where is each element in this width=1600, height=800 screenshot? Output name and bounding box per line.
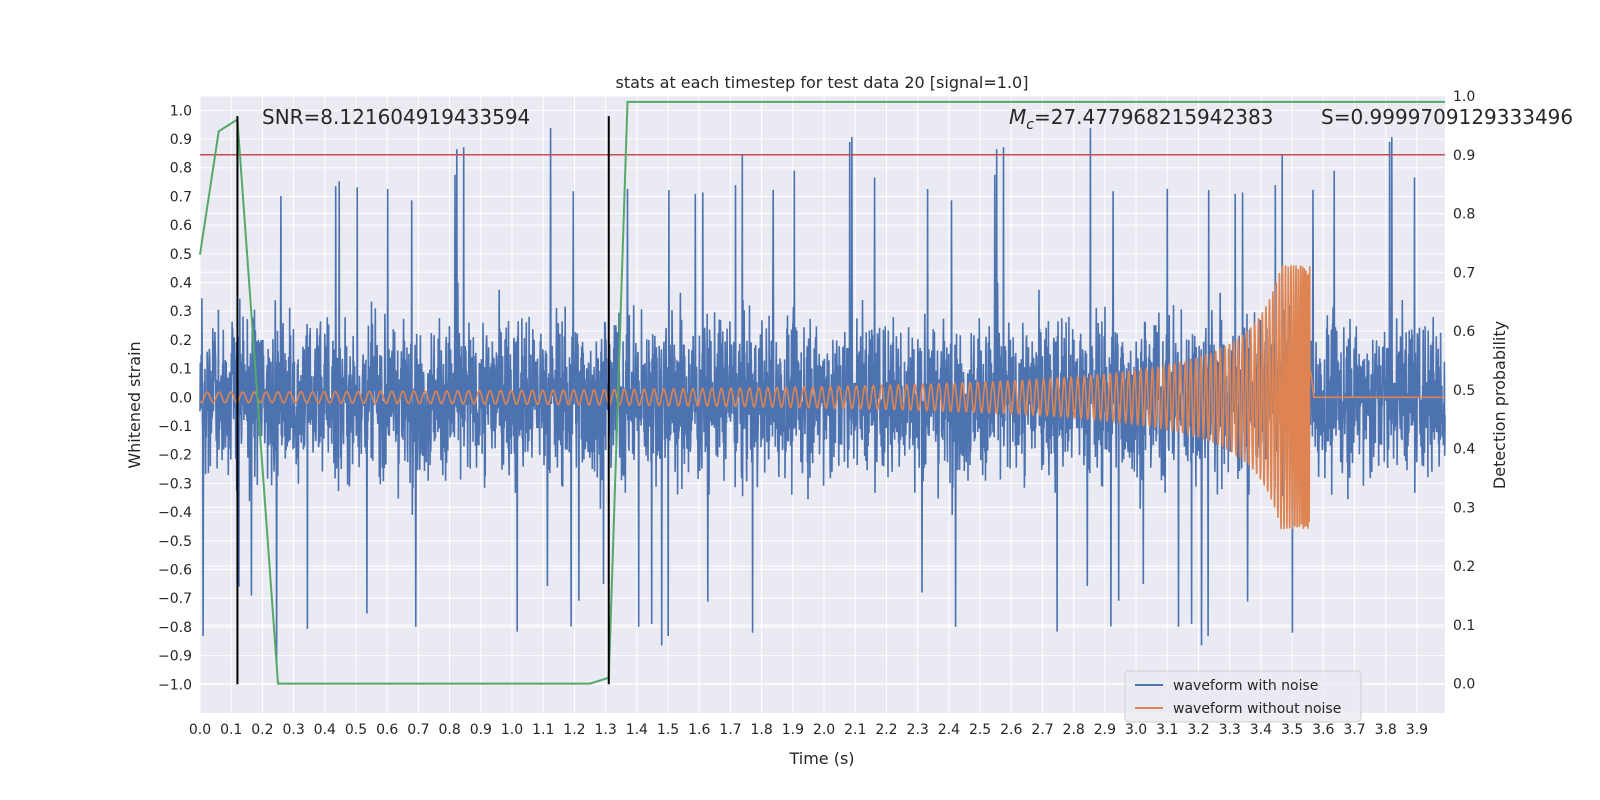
- y-axis-label: Whitened strain: [125, 341, 144, 468]
- legend-label-noise: waveform with noise: [1173, 678, 1318, 694]
- chirp-mass-annotation: Mc=27.477968215942383: [1009, 105, 1273, 133]
- x-tick-label: 2.9: [1094, 722, 1116, 738]
- y2-tick-label: 0.7: [1453, 265, 1475, 281]
- chirp-mass-symbol: M: [1009, 105, 1026, 129]
- legend-box: [1124, 670, 1362, 723]
- x-tick-label: 1.6: [688, 722, 710, 738]
- x-tick-label: 2.1: [844, 722, 866, 738]
- y-tick-label: −0.5: [158, 534, 192, 550]
- s-annotation: S=0.9999709129333496: [1321, 105, 1573, 129]
- x-tick-labels: 0.0 0.1 0.2 0.3 0.4 0.5 0.6 0.7 0.8 0.9 1.0 1.1 1.2 1…: [189, 722, 1428, 738]
- chirp-mass-value: =27.477968215942383: [1034, 105, 1273, 129]
- x-tick-label: 2.0: [813, 722, 835, 738]
- y2-tick-label: 0.3: [1453, 500, 1475, 516]
- y2-tick-label: 0.2: [1453, 559, 1475, 575]
- legend: waveform with noise waveform without noi…: [1124, 670, 1362, 723]
- x-tick-label: 0.6: [376, 722, 398, 738]
- x-tick-label: 1.9: [782, 722, 804, 738]
- x-tick-label: 0.7: [407, 722, 429, 738]
- x-tick-label: 2.3: [907, 722, 929, 738]
- y-tick-label: −0.7: [158, 591, 192, 607]
- y-tick-label: 0.4: [170, 276, 192, 292]
- snr-annotation: SNR=8.121604919433594: [262, 105, 530, 129]
- x-tick-label: 3.2: [1187, 722, 1209, 738]
- y-tick-label: 0.7: [170, 189, 192, 205]
- x-tick-label: 1.1: [532, 722, 554, 738]
- x-tick-label: 0.8: [438, 722, 460, 738]
- y2-tick-label: 0.6: [1453, 324, 1475, 340]
- x-tick-label: 3.3: [1219, 722, 1241, 738]
- x-tick-label: 1.3: [595, 722, 617, 738]
- y2-tick-label: 0.1: [1453, 618, 1475, 634]
- y2-tick-labels: 1.0 0.9 0.8 0.7 0.6 0.5 0.4 0.3 0.2 0.1 0.0: [1453, 89, 1475, 693]
- x-tick-label: 0.9: [470, 722, 492, 738]
- x-tick-label: 0.5: [345, 722, 367, 738]
- x-tick-label: 3.8: [1375, 722, 1397, 738]
- x-tick-label: 1.0: [501, 722, 523, 738]
- x-tick-label: 0.0: [189, 722, 211, 738]
- y-tick-label: −0.8: [158, 620, 192, 636]
- y-tick-label: 0.0: [170, 390, 192, 406]
- clean-waveform-line: [199, 265, 1445, 530]
- y-tick-label: 0.8: [170, 161, 192, 177]
- x-tick-label: 2.4: [938, 722, 960, 738]
- chirp-waveform-layer: [199, 265, 1445, 530]
- y-tick-label: −0.9: [158, 649, 192, 665]
- x-tick-label: 2.2: [875, 722, 897, 738]
- y-tick-label: 0.5: [170, 247, 192, 263]
- y-tick-label: −0.6: [158, 563, 192, 579]
- y-tick-label: −0.4: [158, 505, 192, 521]
- y-tick-labels: 1.0 0.9 0.8 0.7 0.6 0.5 0.4 0.3 0.2 0.1 0.0 −0.1 −0.…: [158, 103, 192, 693]
- y2-tick-label: 0.4: [1453, 442, 1475, 458]
- y2-tick-label: 0.5: [1453, 383, 1475, 399]
- x-tick-label: 1.8: [751, 722, 773, 738]
- x-tick-label: 3.9: [1406, 722, 1428, 738]
- y2-tick-label: 0.9: [1453, 148, 1475, 164]
- x-tick-label: 3.7: [1343, 722, 1365, 738]
- detection-probability-line: [199, 100, 1445, 685]
- y2-tick-label: 0.0: [1453, 677, 1475, 693]
- y-tick-label: 0.9: [170, 132, 192, 148]
- x-tick-label: 2.5: [969, 722, 991, 738]
- x-tick-label: 3.6: [1312, 722, 1334, 738]
- y2-tick-label: 0.8: [1453, 207, 1475, 223]
- x-tick-label: 3.5: [1281, 722, 1303, 738]
- x-tick-label: 0.1: [220, 722, 242, 738]
- y-tick-label: −0.2: [158, 448, 192, 464]
- x-tick-label: 3.4: [1250, 722, 1272, 738]
- x-axis-label: Time (s): [788, 749, 854, 768]
- y-tick-label: 0.6: [170, 218, 192, 234]
- x-tick-label: 3.0: [1125, 722, 1147, 738]
- x-tick-label: 2.6: [1000, 722, 1022, 738]
- x-tick-label: 1.5: [657, 722, 679, 738]
- y-tick-label: 1.0: [170, 103, 192, 119]
- x-tick-label: 0.3: [282, 722, 304, 738]
- y-tick-label: 0.3: [170, 304, 192, 320]
- y-tick-label: 0.2: [170, 333, 192, 349]
- legend-label-clean: waveform without noise: [1173, 701, 1341, 717]
- x-tick-label: 1.2: [563, 722, 585, 738]
- chirp-mass-subscript: c: [1026, 117, 1034, 133]
- x-tick-label: 1.7: [719, 722, 741, 738]
- x-tick-label: 1.4: [626, 722, 648, 738]
- x-tick-label: 2.8: [1063, 722, 1085, 738]
- x-tick-label: 3.1: [1156, 722, 1178, 738]
- y-tick-label: −0.3: [158, 476, 192, 492]
- chart-title: stats at each timestep for test data 20 …: [616, 73, 1029, 92]
- x-tick-label: 2.7: [1031, 722, 1053, 738]
- y2-axis-label: Detection probability: [1490, 321, 1509, 489]
- y2-tick-label: 1.0: [1453, 89, 1475, 105]
- y-tick-label: −0.1: [158, 419, 192, 435]
- y-tick-label: 0.1: [170, 362, 192, 378]
- y-tick-label: −1.0: [158, 677, 192, 693]
- x-tick-label: 0.4: [314, 722, 336, 738]
- x-tick-label: 0.2: [251, 722, 273, 738]
- detection-probability-layer: [199, 100, 1445, 685]
- vertical-marker-layer: [236, 116, 610, 685]
